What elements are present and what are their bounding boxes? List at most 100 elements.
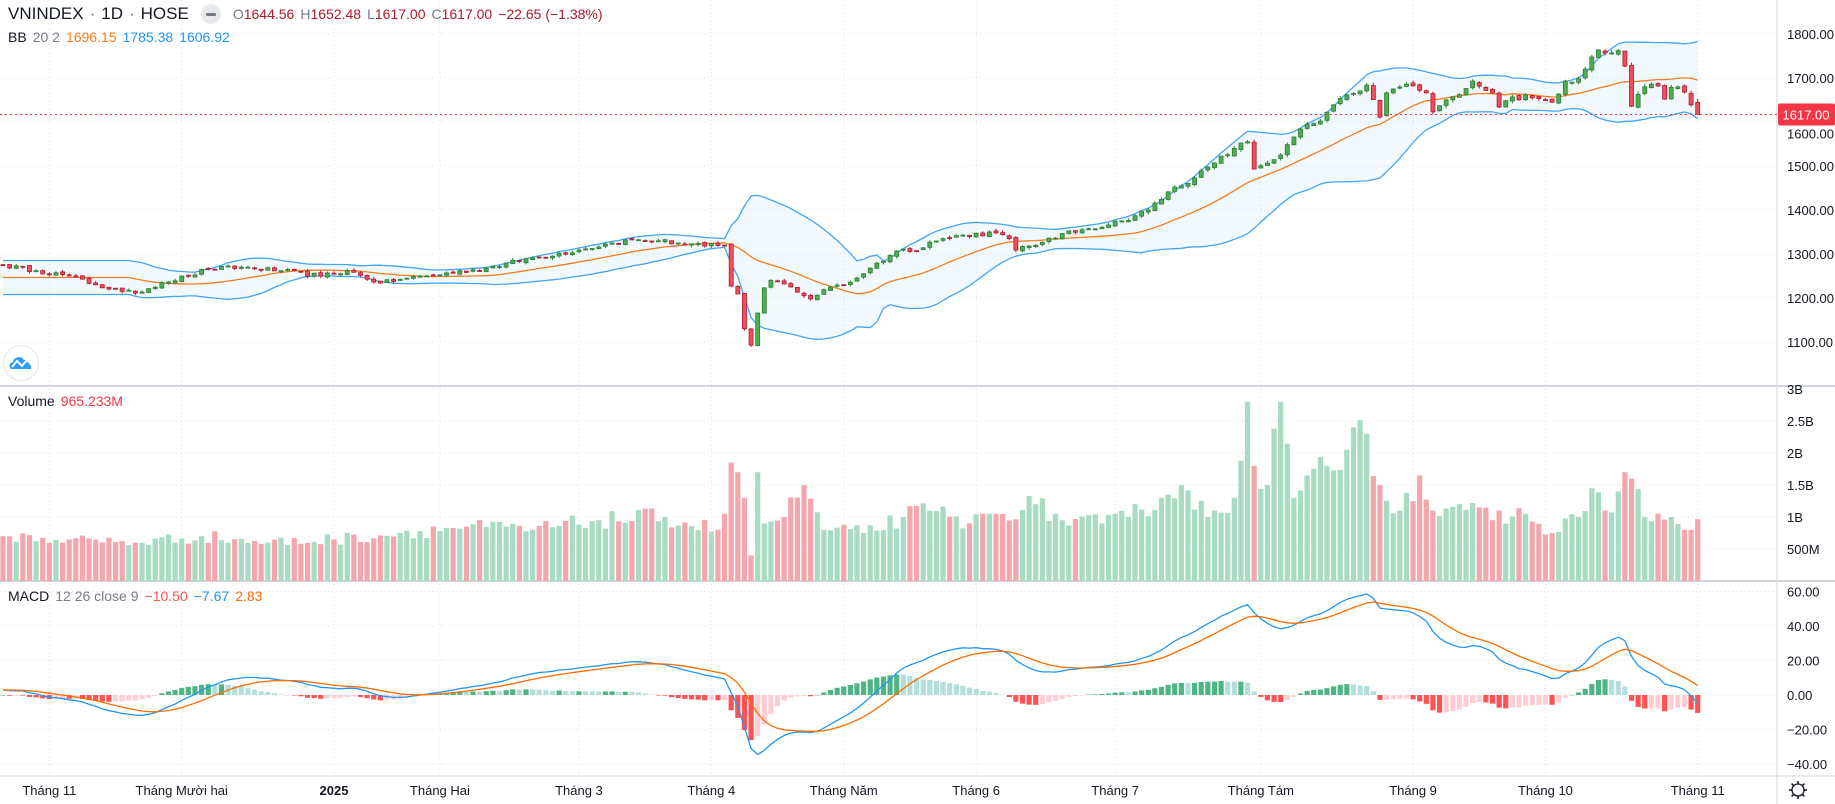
candle-body — [1159, 198, 1164, 205]
volume-bar — [801, 485, 807, 581]
candle-body — [881, 260, 886, 263]
interval[interactable]: 1D — [101, 4, 123, 23]
macd-histogram-bar — [26, 695, 33, 697]
volume-bar — [1529, 521, 1535, 581]
macd-histogram-bar — [973, 688, 979, 695]
macd-histogram-bar — [1291, 695, 1297, 697]
macd-histogram-bar — [364, 695, 370, 699]
candle-body — [132, 290, 138, 294]
macd-histogram-bar — [496, 690, 503, 695]
volume-bar — [483, 526, 489, 581]
macd-histogram-bar — [404, 695, 410, 698]
time-axis-label: Tháng 4 — [687, 783, 735, 798]
candle-body — [775, 280, 780, 283]
volume-bar — [563, 520, 569, 581]
volume-bar — [1066, 525, 1072, 581]
macd-histogram-bar — [821, 692, 827, 695]
volume-bar — [516, 525, 522, 581]
settings-gear-icon[interactable] — [1789, 781, 1807, 799]
macd-histogram-bar — [854, 683, 860, 695]
volume-bar — [1205, 517, 1211, 581]
macd-line — [2, 593, 1699, 756]
tradingview-logo[interactable] — [3, 345, 39, 381]
macd-histogram-bar — [1403, 695, 1410, 699]
candle-body — [86, 277, 92, 284]
candle-body — [1675, 86, 1681, 90]
macd-histogram-bar — [1423, 695, 1429, 704]
volume-bar — [1291, 497, 1297, 581]
volume-bar — [688, 526, 695, 581]
macd-axis-label: −20.00 — [1787, 723, 1827, 738]
macd-legend[interactable]: MACD 12 26 close 9 −10.50 −7.67 2.83 — [8, 588, 262, 604]
macd-histogram-bar — [761, 695, 767, 725]
macd-histogram-bar — [1258, 695, 1264, 698]
candle-body — [66, 274, 72, 277]
macd-histogram-bar — [1549, 695, 1555, 705]
volume-bar — [265, 542, 271, 581]
volume-bar — [1456, 504, 1462, 581]
candle-body — [265, 267, 271, 271]
candle-body — [1430, 93, 1436, 113]
candle-body — [483, 267, 489, 272]
volume-bar — [450, 527, 456, 581]
macd-histogram-bar — [966, 687, 973, 695]
macd-histogram-bar — [781, 695, 787, 701]
low-label: L — [367, 6, 375, 22]
volume-bar — [1476, 507, 1482, 581]
candle-body — [324, 272, 330, 278]
volume-bar — [1609, 512, 1615, 581]
high-label: H — [300, 6, 311, 22]
macd-histogram-bar — [298, 695, 304, 697]
macd-histogram-bar — [344, 695, 350, 697]
volume-bar — [960, 528, 966, 581]
volume-bar — [291, 538, 297, 581]
macd-histogram-bar — [1589, 683, 1595, 695]
candle-body — [305, 270, 310, 277]
candle-body — [1536, 96, 1542, 100]
symbol-name[interactable]: VNINDEX — [8, 4, 84, 23]
volume-bar — [543, 521, 549, 581]
volume-bar — [304, 542, 311, 581]
volume-bar — [1357, 420, 1363, 581]
macd-histogram-bar — [1575, 692, 1582, 695]
volume-bar — [788, 497, 794, 581]
candle-body — [40, 270, 46, 275]
collapse-minus-icon[interactable] — [200, 4, 221, 24]
volume-bar — [748, 555, 754, 581]
volume-axis-label: 2.5B — [1787, 414, 1814, 429]
candle-body — [1053, 237, 1058, 240]
volume-bar — [715, 529, 721, 581]
candle-body — [556, 252, 562, 257]
volume-bar — [1271, 428, 1277, 581]
macd-histogram-bar — [165, 691, 172, 695]
volume-bar — [1423, 499, 1429, 581]
macd-histogram-bar — [112, 695, 119, 702]
volume-bar — [973, 514, 979, 581]
bb-legend[interactable]: BB 20 2 1696.15 1785.38 1606.92 — [8, 29, 230, 45]
macd-histogram-bar — [238, 687, 244, 695]
macd-histogram-bar — [212, 684, 218, 695]
macd-histogram-bar — [556, 690, 562, 695]
open-label: O — [232, 6, 244, 22]
volume-bar — [536, 525, 542, 581]
volume-bar — [1052, 513, 1059, 581]
volume-bar — [159, 537, 165, 581]
candle-body — [166, 281, 171, 284]
macd-histogram-bar — [907, 676, 913, 695]
candle-body — [649, 240, 655, 243]
macd-histogram-bar — [655, 695, 661, 696]
macd-histogram-bar — [13, 695, 19, 696]
candle-body — [179, 275, 185, 283]
candle-body — [1629, 64, 1634, 107]
candle-body — [1317, 120, 1323, 125]
candle-body — [437, 274, 443, 277]
volume-bar — [1589, 488, 1595, 581]
macd-histogram-bar — [1397, 695, 1403, 699]
volume-bar — [887, 515, 893, 581]
macd-histogram-bar — [894, 674, 900, 695]
candle-body — [364, 275, 370, 280]
volume-legend[interactable]: Volume 965.233M — [8, 393, 123, 409]
candle-body — [477, 270, 483, 272]
candle-body — [93, 282, 99, 286]
